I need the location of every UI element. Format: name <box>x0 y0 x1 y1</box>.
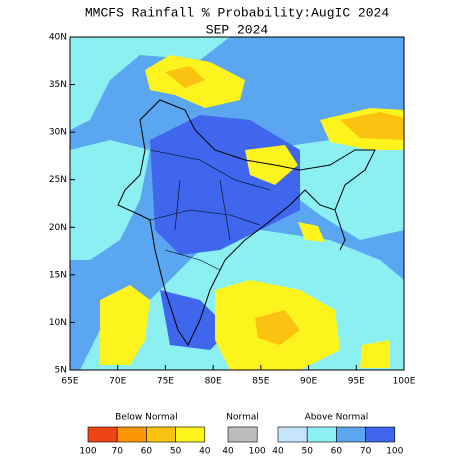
legend-title: Below Normal <box>115 413 178 423</box>
legend-swatch <box>336 426 366 443</box>
legend-title: Above Normal <box>305 413 369 423</box>
x-tick-label: 80E <box>205 377 222 387</box>
y-tick-label: 5N <box>55 366 67 376</box>
subtitle: SEP 2024 <box>206 22 269 37</box>
legend-label: 100 <box>249 447 266 457</box>
legend-swatch <box>146 426 176 443</box>
x-tick-label: 70E <box>109 377 126 387</box>
legend-label: 40 <box>222 447 234 457</box>
legend-label: 40 <box>272 447 284 457</box>
x-tick-label: 95E <box>348 377 365 387</box>
y-tick-label: 20N <box>49 223 67 233</box>
y-tick-label: 40N <box>49 33 67 43</box>
x-tick-label: 100E <box>393 377 416 387</box>
x-tick-label: 65E <box>61 377 78 387</box>
legend-swatch <box>87 426 118 443</box>
legend-title: Normal <box>226 413 259 423</box>
legend-swatch <box>365 426 396 443</box>
y-tick-label: 15N <box>49 270 67 280</box>
x-tick-label: 85E <box>252 377 269 387</box>
legend-label: 70 <box>111 447 123 457</box>
legend-label: 50 <box>170 447 182 457</box>
legend-label: 60 <box>331 447 343 457</box>
legend-label: 100 <box>79 447 96 457</box>
legend-label: 40 <box>199 447 211 457</box>
y-tick-label: 25N <box>49 175 67 185</box>
legend-swatch <box>116 426 147 443</box>
x-tick-label: 75E <box>157 377 174 387</box>
legend-label: 60 <box>141 447 153 457</box>
legend-swatch <box>227 426 258 443</box>
legend-label: 50 <box>301 447 313 457</box>
legend-label: 100 <box>386 447 403 457</box>
legend-label: 70 <box>360 447 372 457</box>
y-tick-label: 35N <box>49 80 67 90</box>
legend-swatch <box>277 426 308 443</box>
plot-frame <box>69 36 405 371</box>
legend-swatch <box>175 426 206 443</box>
title: MMCFS Rainfall % Probability:AugIC 2024 <box>85 5 389 20</box>
y-tick-label: 10N <box>49 318 67 328</box>
y-tick-label: 30N <box>49 128 67 138</box>
legend-swatch <box>306 426 337 443</box>
x-tick-label: 90E <box>300 377 317 387</box>
map <box>70 37 404 370</box>
